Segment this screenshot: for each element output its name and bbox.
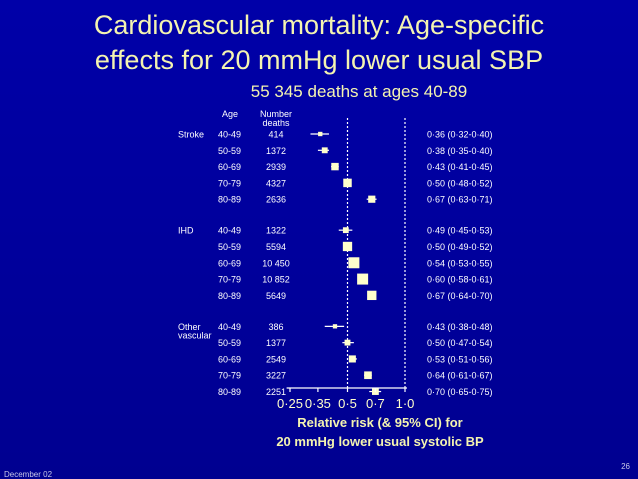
rr-marker: [342, 241, 353, 252]
x-tick-label-4: 1·0: [396, 396, 415, 411]
rr-ci-text: 0·50 (0·48-0·52): [427, 178, 493, 188]
rr-marker: [367, 290, 377, 301]
age-label: 80-89: [218, 387, 241, 397]
rr-marker: [342, 227, 349, 234]
slide-title: Cardiovascular mortality: Age-specific e…: [0, 8, 638, 78]
rr-ci-text: 0·43 (0·41-0·45): [427, 162, 493, 172]
age-label: 70-79: [218, 178, 241, 188]
rr-ci-text: 0·67 (0·64-0·70): [427, 291, 493, 301]
age-label: 60-69: [218, 258, 241, 268]
slide-title-line1: Cardiovascular mortality: Age-specific: [93, 10, 545, 40]
group-label-2-line2: vascular: [178, 330, 212, 340]
rr-marker: [348, 355, 356, 363]
group-label-2: Other: [178, 322, 201, 332]
x-tick-label-1: 0·35: [305, 396, 331, 411]
x-tick-label-0: 0·25: [277, 396, 303, 411]
age-label: 40-49: [218, 322, 241, 332]
age-label: 70-79: [218, 275, 241, 285]
rr-marker: [368, 195, 376, 203]
rr-marker: [357, 273, 369, 285]
deaths-value: 2939: [266, 162, 286, 172]
rr-ci-text: 0·53 (0·51-0·56): [427, 354, 493, 364]
rr-ci-text: 0·64 (0·61-0·67): [427, 371, 493, 381]
rr-ci-text: 0·38 (0·35-0·40): [427, 146, 493, 156]
age-label: 50-59: [218, 338, 241, 348]
rr-marker: [348, 257, 360, 269]
rr-marker: [344, 339, 351, 346]
footer-date: December 02: [4, 470, 53, 479]
slide-title-line2: effects for 20 mmHg lower usual SBP: [94, 45, 544, 75]
deaths-value: 4327: [266, 178, 286, 188]
age-label: 80-89: [218, 195, 241, 205]
rr-marker: [331, 162, 339, 171]
rr-ci-text: 0·43 (0·38-0·48): [427, 322, 493, 332]
x-tick-label-2: 0·5: [338, 396, 357, 411]
rr-marker: [364, 371, 372, 380]
rr-ci-text: 0·49 (0·45-0·53): [427, 226, 493, 236]
age-label: 40-49: [218, 130, 241, 140]
deaths-value: 2549: [266, 354, 286, 364]
deaths-value: 2251: [266, 387, 286, 397]
deaths-value: 5649: [266, 291, 286, 301]
rr-ci-text: 0·36 (0·32-0·40): [427, 130, 493, 140]
x-tick-label-3: 0·7: [366, 396, 385, 411]
deaths-value: 3227: [266, 371, 286, 381]
chart-subtitle: 55 345 deaths at ages 40-89: [250, 82, 468, 101]
age-label: 40-49: [218, 226, 241, 236]
x-axis-label-line2: 20 mmHg lower usual systolic BP: [276, 434, 484, 449]
page-number: 26: [621, 462, 630, 471]
deaths-value: 1322: [266, 226, 286, 236]
age-label: 60-69: [218, 354, 241, 364]
deaths-value: 386: [268, 322, 283, 332]
rr-ci-text: 0·50 (0·49-0·52): [427, 242, 493, 252]
rr-marker: [318, 131, 323, 137]
deaths-value: 10 852: [262, 275, 290, 285]
group-label-0: Stroke: [178, 130, 204, 140]
age-label: 70-79: [218, 371, 241, 381]
deaths-value: 10 450: [262, 258, 290, 268]
x-axis-label-line1: Relative risk (& 95% CI) for: [297, 415, 463, 430]
group-label-1: IHD: [178, 226, 194, 236]
rr-ci-text: 0·60 (0·58-0·61): [427, 275, 493, 285]
column-header-age: Age: [222, 109, 238, 119]
deaths-value: 414: [268, 130, 283, 140]
rr-ci-text: 0·67 (0·63-0·71): [427, 195, 493, 205]
age-label: 50-59: [218, 146, 241, 156]
column-header-number: Number: [260, 109, 292, 119]
age-label: 60-69: [218, 162, 241, 172]
rr-marker: [343, 178, 352, 188]
rr-ci-text: 0·54 (0·53-0·55): [427, 258, 493, 268]
deaths-value: 5594: [266, 242, 286, 252]
column-header-deaths: deaths: [262, 118, 290, 128]
deaths-value: 1377: [266, 338, 286, 348]
age-label: 80-89: [218, 291, 241, 301]
deaths-value: 2636: [266, 195, 286, 205]
age-label: 50-59: [218, 242, 241, 252]
x-axis-label: Relative risk (& 95% CI) for 20 mmHg low…: [210, 413, 550, 451]
rr-marker: [332, 324, 338, 329]
deaths-value: 1372: [266, 146, 286, 156]
rr-marker: [321, 147, 328, 154]
rr-ci-text: 0·50 (0·47-0·54): [427, 338, 493, 348]
rr-ci-text: 0·70 (0·65-0·75): [427, 387, 493, 397]
